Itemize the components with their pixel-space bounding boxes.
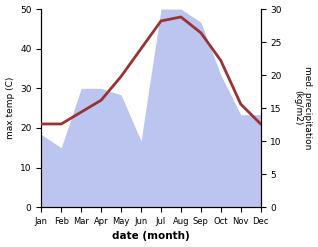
X-axis label: date (month): date (month) <box>112 231 190 242</box>
Y-axis label: max temp (C): max temp (C) <box>5 77 15 139</box>
Y-axis label: med. precipitation
(kg/m2): med. precipitation (kg/m2) <box>293 66 313 150</box>
